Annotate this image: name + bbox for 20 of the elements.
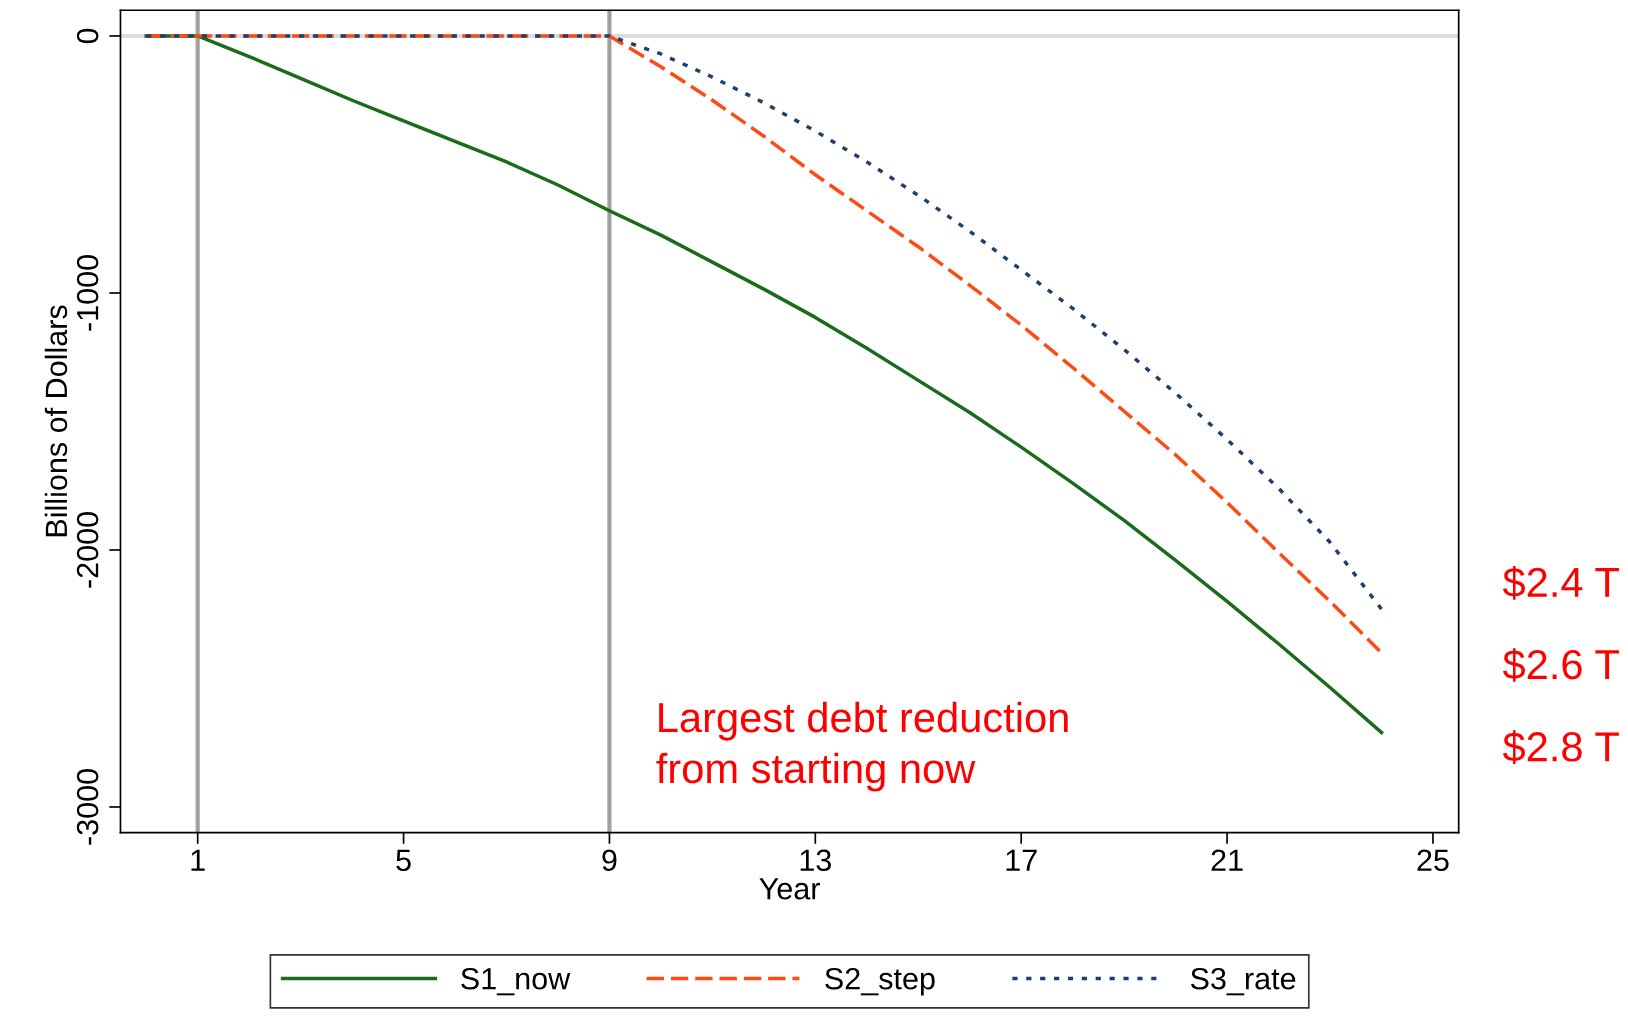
- text: $2.4 T: [1502, 565, 1619, 600]
- text: $2.8 T: [1502, 730, 1619, 765]
- y-tick-label: -2000: [76, 512, 99, 588]
- x-tick-label: 1: [191, 849, 205, 871]
- x-tick-label: 5: [396, 849, 411, 872]
- x-tick-label: 25: [1417, 849, 1449, 872]
- x-tick-label: 13: [800, 849, 831, 872]
- legend-label: S1_now: [461, 967, 571, 996]
- y-tick-label: -1000: [76, 255, 99, 331]
- y-tick-label: -3000: [76, 769, 99, 845]
- annotation: Largest debt reduction from starting now: [656, 701, 1068, 792]
- y-axis-title: Billions of Dollars: [44, 305, 68, 537]
- legend-label: S2_step: [825, 967, 935, 996]
- y-tick-label: 0: [76, 28, 99, 44]
- x-tick-label: 17: [1006, 849, 1037, 871]
- x-tick-label: 21: [1211, 849, 1243, 871]
- text: $2.6 T: [1502, 648, 1619, 682]
- x-tick-label: 9: [602, 849, 617, 872]
- x-axis-title: Year: [759, 878, 820, 900]
- legend-label: S3_rate: [1190, 967, 1296, 996]
